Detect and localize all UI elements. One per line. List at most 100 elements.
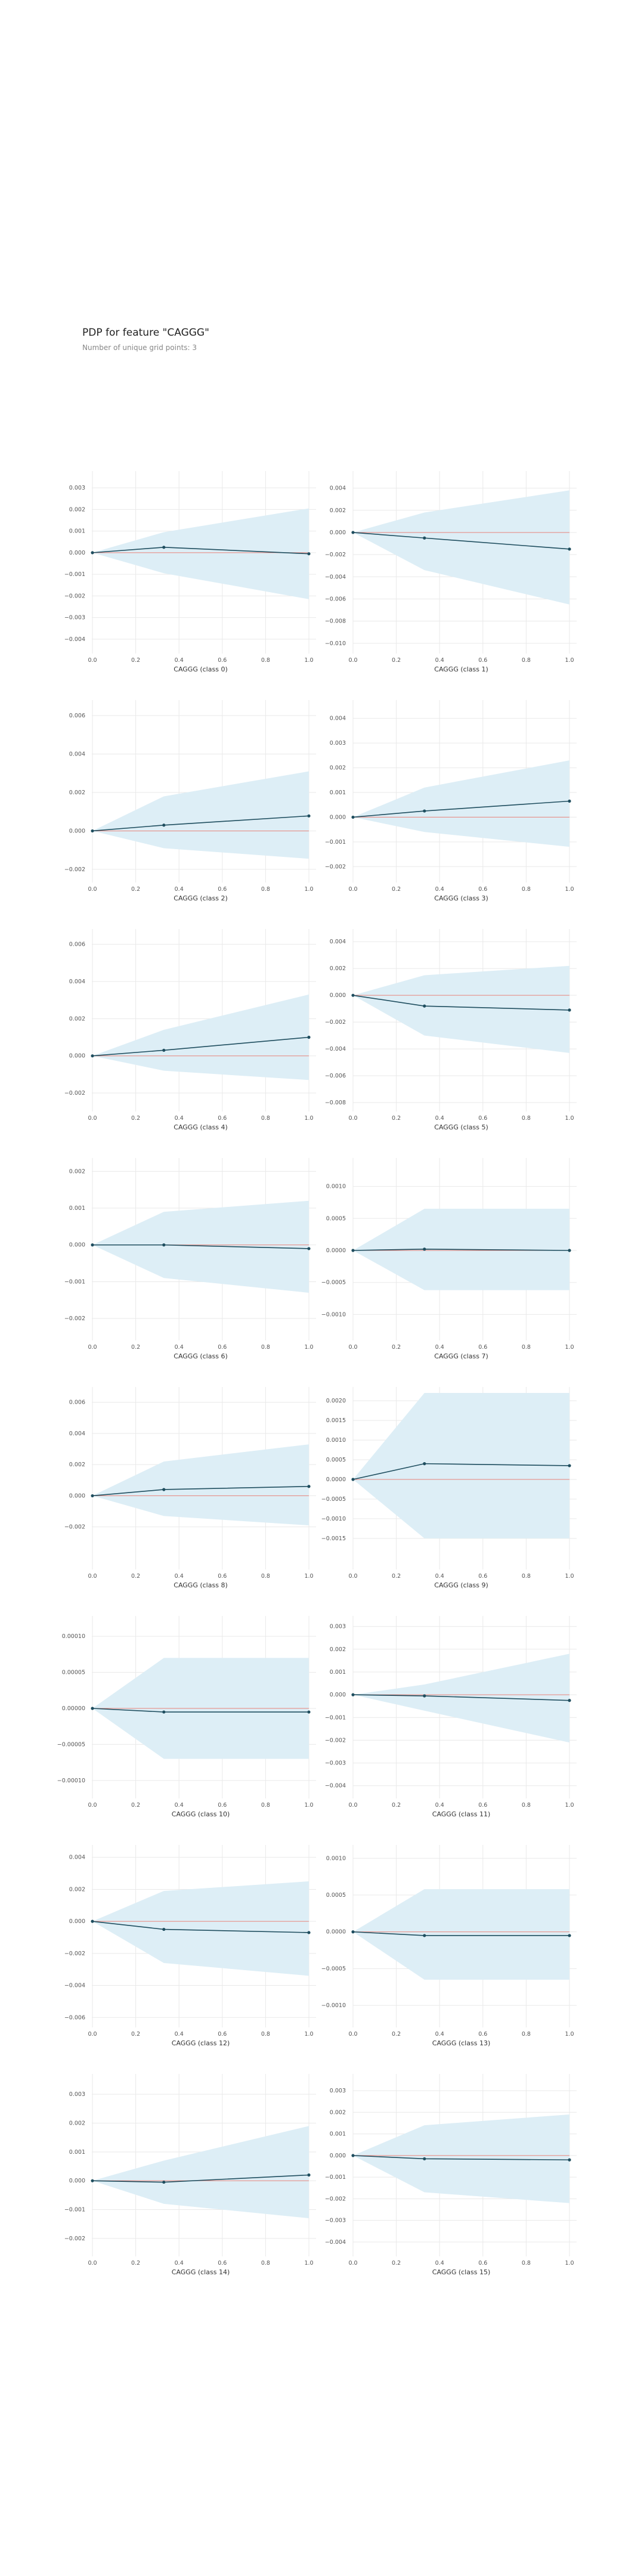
x-tick-label: 0.4	[175, 2031, 184, 2038]
subplot-class-15: 0.003 0.002 0.001 0.000 −0.001 −0.002 −0.003 −0…	[325, 2074, 577, 2276]
y-tick-label: −0.002	[64, 866, 85, 873]
x-tick-label: 0.6	[478, 657, 487, 664]
x-tick-label: 0.0	[348, 1573, 357, 1580]
x-tick-label: 0.0	[348, 657, 357, 664]
chart-subtitle: Number of unique grid points: 3	[82, 343, 197, 352]
pdp-point	[423, 1934, 426, 1937]
x-tick-label: 1.0	[304, 1344, 313, 1351]
x-tick-label: 0.0	[88, 1115, 97, 1122]
y-tick-label: −0.002	[64, 1524, 85, 1531]
y-tick-label: −0.001	[325, 839, 346, 846]
x-tick-label: 0.2	[392, 1344, 401, 1351]
y-tick-label: 0.0015	[326, 1417, 346, 1424]
x-tick-label: 0.6	[478, 1802, 487, 1809]
y-tick-label: 0.0000	[326, 1929, 346, 1936]
y-tick-label: −0.0005	[321, 1965, 346, 1972]
x-tick-label: 0.4	[435, 2260, 444, 2267]
y-tick-label: 0.002	[69, 2120, 85, 2127]
x-axis-label: CAGGG (class 7)	[434, 1352, 488, 1360]
y-tick-label: 0.001	[330, 1669, 346, 1676]
x-tick-label: 0.2	[392, 1802, 401, 1809]
y-tick-label: 0.003	[69, 485, 85, 491]
y-tick-label: 0.000	[69, 1053, 85, 1060]
y-tick-label: −0.002	[64, 2236, 85, 2242]
x-tick-label: 0.8	[522, 1802, 531, 1809]
x-tick-label: 0.0	[88, 1344, 97, 1351]
y-tick-label: 0.002	[330, 965, 346, 972]
y-tick-label: 0.000	[69, 2178, 85, 2184]
x-tick-label: 0.4	[435, 1802, 444, 1809]
y-tick-label: −0.002	[64, 1090, 85, 1097]
x-tick-label: 0.4	[175, 657, 184, 664]
y-tick-label: 0.0000	[326, 1247, 346, 1254]
x-tick-label: 0.8	[522, 1344, 531, 1351]
x-tick-label: 0.8	[261, 2031, 270, 2038]
y-tick-label: 0.0020	[326, 1398, 346, 1404]
y-tick-label: −0.002	[325, 1737, 346, 1744]
x-tick-label: 1.0	[304, 886, 313, 893]
x-tick-label: 0.0	[88, 657, 97, 664]
x-tick-label: 0.0	[88, 886, 97, 893]
x-tick-label: 0.4	[175, 1115, 184, 1122]
x-tick-label: 0.0	[348, 1115, 357, 1122]
y-tick-label: 0.002	[69, 1168, 85, 1175]
pdp-point	[423, 2157, 426, 2160]
y-tick-label: −0.004	[325, 1046, 346, 1052]
y-tick-label: −0.002	[325, 552, 346, 558]
x-tick-label: 0.6	[478, 1115, 487, 1122]
y-tick-label: −0.003	[325, 1760, 346, 1767]
x-axis-label: CAGGG (class 4)	[174, 1123, 227, 1131]
pdp-point	[568, 1008, 571, 1012]
x-tick-label: 1.0	[565, 886, 574, 893]
y-tick-label: 0.0010	[326, 1437, 346, 1444]
x-tick-label: 1.0	[304, 1115, 313, 1122]
chart-title: PDP for feature "CAGGG"	[82, 327, 209, 339]
y-tick-label: −0.008	[325, 618, 346, 625]
pdp-point	[307, 1710, 311, 1714]
y-tick-label: 0.002	[69, 789, 85, 796]
x-tick-label: 0.2	[392, 886, 401, 893]
confidence-band	[92, 1881, 309, 1976]
y-tick-label: 0.0005	[326, 1892, 346, 1899]
x-tick-label: 0.8	[522, 2031, 531, 2038]
confidence-band	[92, 994, 309, 1080]
y-tick-label: 0.000	[330, 1692, 346, 1698]
x-tick-label: 1.0	[304, 1802, 313, 1809]
x-tick-label: 0.0	[348, 886, 357, 893]
pdp-point	[423, 1462, 426, 1466]
pdp-point	[351, 1930, 355, 1934]
subplot-class-4: 0.006 0.004 0.002 0.000 −0.002 0.0 0.2 0.4 0.6 0.…	[64, 929, 316, 1131]
pdp-point	[307, 814, 311, 818]
y-tick-label: −0.006	[325, 1073, 346, 1079]
x-tick-label: 0.8	[522, 886, 531, 893]
y-tick-label: 0.006	[69, 713, 85, 719]
y-tick-label: 0.001	[69, 2149, 85, 2156]
y-tick-label: −0.004	[325, 2239, 346, 2246]
x-tick-label: 0.2	[131, 886, 140, 893]
x-tick-label: 0.8	[261, 1573, 270, 1580]
y-tick-label: 0.004	[330, 485, 346, 492]
subplot-class-6: 0.002 0.001 0.000 −0.001 −0.002 0.0 0.2 0.4 0.6 0…	[64, 1158, 316, 1360]
x-tick-label: 0.4	[175, 1802, 184, 1809]
pdp-point	[91, 1919, 94, 1923]
y-tick-label: −0.006	[325, 596, 346, 602]
x-tick-label: 0.4	[435, 657, 444, 664]
x-tick-label: 0.4	[435, 2031, 444, 2038]
confidence-band	[353, 1889, 569, 1980]
y-tick-label: 0.001	[330, 2131, 346, 2138]
x-tick-label: 0.4	[435, 1573, 444, 1580]
y-tick-label: −0.0015	[321, 1535, 346, 1542]
y-tick-label: 0.003	[69, 2091, 85, 2098]
x-tick-label: 0.2	[392, 657, 401, 664]
y-tick-label: 0.002	[69, 1886, 85, 1893]
y-tick-label: −0.004	[64, 636, 85, 643]
subplot-class-9: 0.0020 0.0015 0.0010 0.0005 0.0000 −0.0005 −0.…	[321, 1387, 577, 1589]
y-tick-label: 0.00000	[62, 1705, 85, 1712]
x-tick-label: 0.6	[218, 1344, 227, 1351]
pdp-point	[423, 1247, 426, 1251]
y-tick-label: −0.001	[64, 571, 85, 578]
y-tick-label: 0.002	[330, 1646, 346, 1653]
pdp-point	[568, 2158, 571, 2162]
x-tick-label: 0.0	[88, 2260, 97, 2267]
y-tick-label: −0.0010	[321, 1311, 346, 1318]
